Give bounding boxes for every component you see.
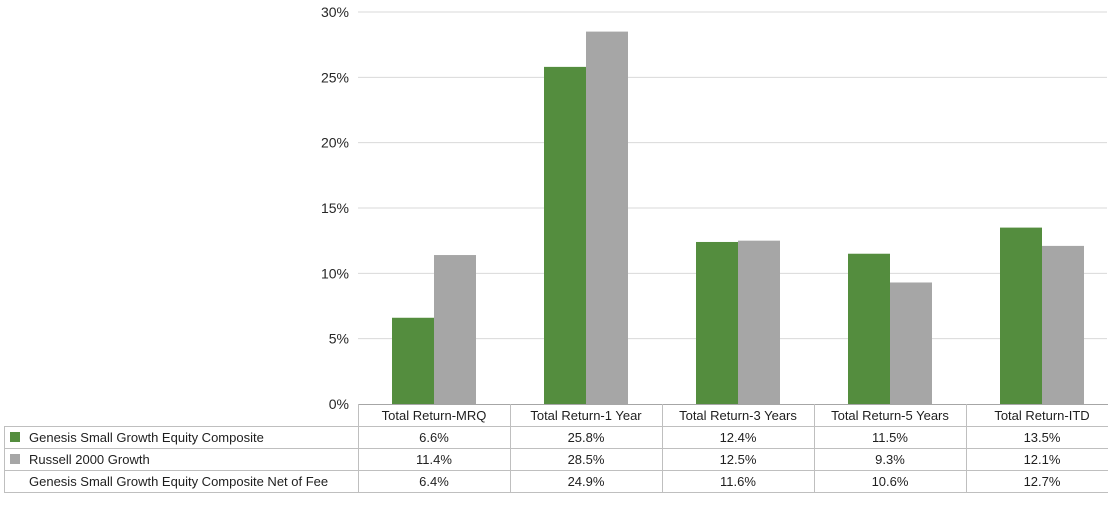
data-label: 10.6% [872,474,909,489]
data-label: 11.4% [416,452,452,467]
data-label: 25.8% [568,430,605,445]
bars [392,31,1084,404]
bar [696,241,738,404]
bar [544,66,586,404]
bar [1000,227,1042,404]
y-tick-label: 20% [321,135,349,151]
gridlines [358,11,1107,340]
legend-label: Genesis Small Growth Equity Composite Ne… [29,474,328,489]
data-label: 28.5% [568,452,605,467]
data-table: Total Return-MRQ Total Return-1 Year Total… [4,404,1108,493]
data-label: 6.4% [419,474,449,489]
x-tick-label: Total Return-5 Years [831,408,949,423]
y-tick-label: 10% [321,265,349,281]
y-axis: 0% 5% 10% 15% 20% 25% 30% [321,4,349,412]
x-tick-label: Total Return-ITD [994,408,1089,423]
data-label: 9.3% [875,452,905,467]
bar [392,317,434,404]
bar [1042,245,1084,404]
legend-label: Russell 2000 Growth [29,452,150,467]
data-label: 12.5% [720,452,757,467]
data-label: 11.5% [872,430,908,445]
y-tick-label: 25% [321,69,349,85]
data-label: 12.1% [1024,452,1061,467]
data-label: 6.6% [419,430,449,445]
y-tick-label: 15% [321,200,349,216]
y-tick-label: 0% [329,396,349,412]
y-tick-label: 30% [321,4,349,20]
x-tick-label: Total Return-3 Years [679,408,797,423]
x-tick-label: Total Return-MRQ [382,408,487,423]
y-tick-label: 5% [329,331,349,347]
legend-label: Genesis Small Growth Equity Composite [29,430,264,445]
bar [434,255,476,404]
data-label: 11.6% [720,474,756,489]
bar [890,282,932,404]
legend-swatch [10,454,20,464]
bar [586,31,628,404]
legend-swatch [10,432,20,442]
data-label: 12.7% [1024,474,1061,489]
bar [738,240,780,404]
bar [848,253,890,404]
x-tick-label: Total Return-1 Year [530,408,642,423]
data-label: 12.4% [720,430,757,445]
data-label: 24.9% [568,474,605,489]
data-label: 13.5% [1024,430,1061,445]
